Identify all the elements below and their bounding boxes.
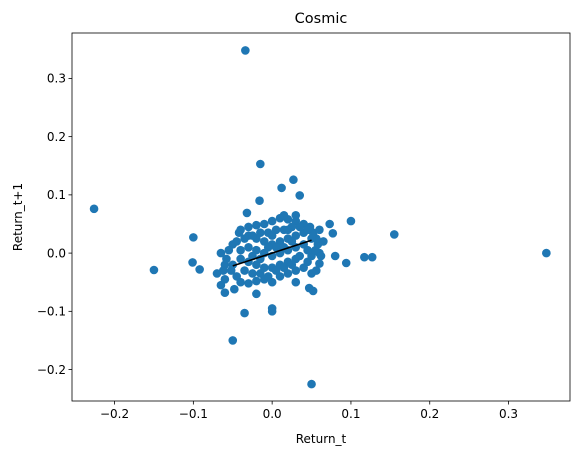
data-point-69 <box>244 222 253 232</box>
data-point-25 <box>220 288 230 298</box>
data-point-70 <box>236 225 245 235</box>
data-point-117 <box>263 242 273 252</box>
data-point-124 <box>228 260 238 270</box>
y-tick-label-1: −0.1 <box>37 305 66 319</box>
data-point-14 <box>325 219 334 229</box>
data-point-47 <box>244 279 253 288</box>
data-point-126 <box>319 237 328 246</box>
data-point-97 <box>240 266 249 275</box>
data-point-122 <box>267 231 277 240</box>
data-point-125 <box>315 225 324 235</box>
data-point-33 <box>315 259 324 268</box>
data-point-3 <box>277 183 286 193</box>
data-point-27 <box>252 289 261 299</box>
data-point-1 <box>256 159 265 169</box>
data-point-13 <box>328 229 338 238</box>
data-point-123 <box>283 225 293 235</box>
data-point-116 <box>271 242 281 252</box>
data-point-67 <box>259 219 269 229</box>
y-tick-label-5: 0.3 <box>47 72 66 86</box>
y-tick-label-3: 0.1 <box>47 188 66 202</box>
data-point-30 <box>308 286 318 296</box>
y-tick-label-0: −0.2 <box>37 363 66 377</box>
data-point-96 <box>236 245 245 255</box>
y-tick-label-4: 0.2 <box>47 130 66 144</box>
data-point-114 <box>248 231 257 240</box>
x-tick-label-3: 0.1 <box>341 407 360 421</box>
data-point-115 <box>240 234 249 243</box>
data-point-66 <box>267 216 277 226</box>
y-tick-label-2: 0.0 <box>47 246 66 260</box>
data-point-87 <box>236 254 245 264</box>
data-point-128 <box>216 248 226 258</box>
points-layer <box>89 46 551 389</box>
data-point-98 <box>248 269 257 278</box>
data-point-113 <box>256 228 265 238</box>
data-point-36 <box>240 308 249 318</box>
data-point-4 <box>295 191 305 200</box>
data-point-102 <box>279 263 289 272</box>
y-axis-ticks: −0.2 −0.1 0.0 0.1 0.2 0.3 <box>37 72 72 377</box>
data-point-107 <box>303 225 312 235</box>
data-point-0 <box>241 46 250 55</box>
data-point-10 <box>189 233 198 242</box>
data-point-8 <box>346 216 356 226</box>
data-point-99 <box>256 269 265 278</box>
plot-frame <box>71 32 571 402</box>
data-point-68 <box>252 220 261 230</box>
x-axis-label: Return_t <box>296 432 347 446</box>
data-point-101 <box>271 266 281 275</box>
y-axis-label: Return_t+1 <box>11 183 25 251</box>
data-point-46 <box>236 277 245 287</box>
data-point-32 <box>311 266 321 275</box>
data-point-119 <box>287 237 297 246</box>
data-point-35 <box>267 307 277 316</box>
x-tick-label-1: −0.1 <box>179 407 208 421</box>
data-point-15 <box>330 251 340 261</box>
data-point-38 <box>307 379 316 389</box>
data-point-17 <box>360 252 369 262</box>
regression-line <box>232 239 312 267</box>
x-tick-label-0: −0.2 <box>100 407 129 421</box>
data-point-16 <box>341 258 351 268</box>
data-point-130 <box>279 210 289 220</box>
data-point-2 <box>289 175 298 185</box>
data-point-48 <box>252 276 261 286</box>
data-point-21 <box>149 265 159 275</box>
data-point-19 <box>195 265 204 274</box>
data-point-20 <box>188 258 197 267</box>
data-point-105 <box>303 245 312 255</box>
data-point-7 <box>242 208 252 218</box>
data-point-28 <box>291 277 301 287</box>
data-point-24 <box>216 280 226 290</box>
data-point-11 <box>542 248 551 258</box>
data-point-95 <box>232 237 241 246</box>
x-axis-ticks: −0.2 −0.1 0.0 0.1 0.2 0.3 <box>100 401 518 421</box>
data-point-41 <box>224 245 234 255</box>
x-tick-label-5: 0.3 <box>499 407 518 421</box>
x-tick-label-2: 0.0 <box>263 407 282 421</box>
chart-title: Cosmic <box>295 11 348 27</box>
data-point-127 <box>316 251 326 261</box>
x-tick-label-4: 0.2 <box>420 407 439 421</box>
data-point-131 <box>291 210 301 220</box>
data-point-5 <box>255 196 264 205</box>
data-point-18 <box>367 252 377 262</box>
data-point-79 <box>244 242 253 252</box>
data-point-104 <box>295 251 305 261</box>
data-point-6 <box>89 204 99 214</box>
data-point-103 <box>287 260 297 270</box>
data-point-26 <box>230 284 239 294</box>
regression-line-layer <box>232 239 312 267</box>
data-point-37 <box>228 336 238 345</box>
data-point-9 <box>389 230 399 239</box>
data-point-100 <box>263 272 273 281</box>
data-point-129 <box>218 266 228 275</box>
data-point-108 <box>295 222 305 232</box>
